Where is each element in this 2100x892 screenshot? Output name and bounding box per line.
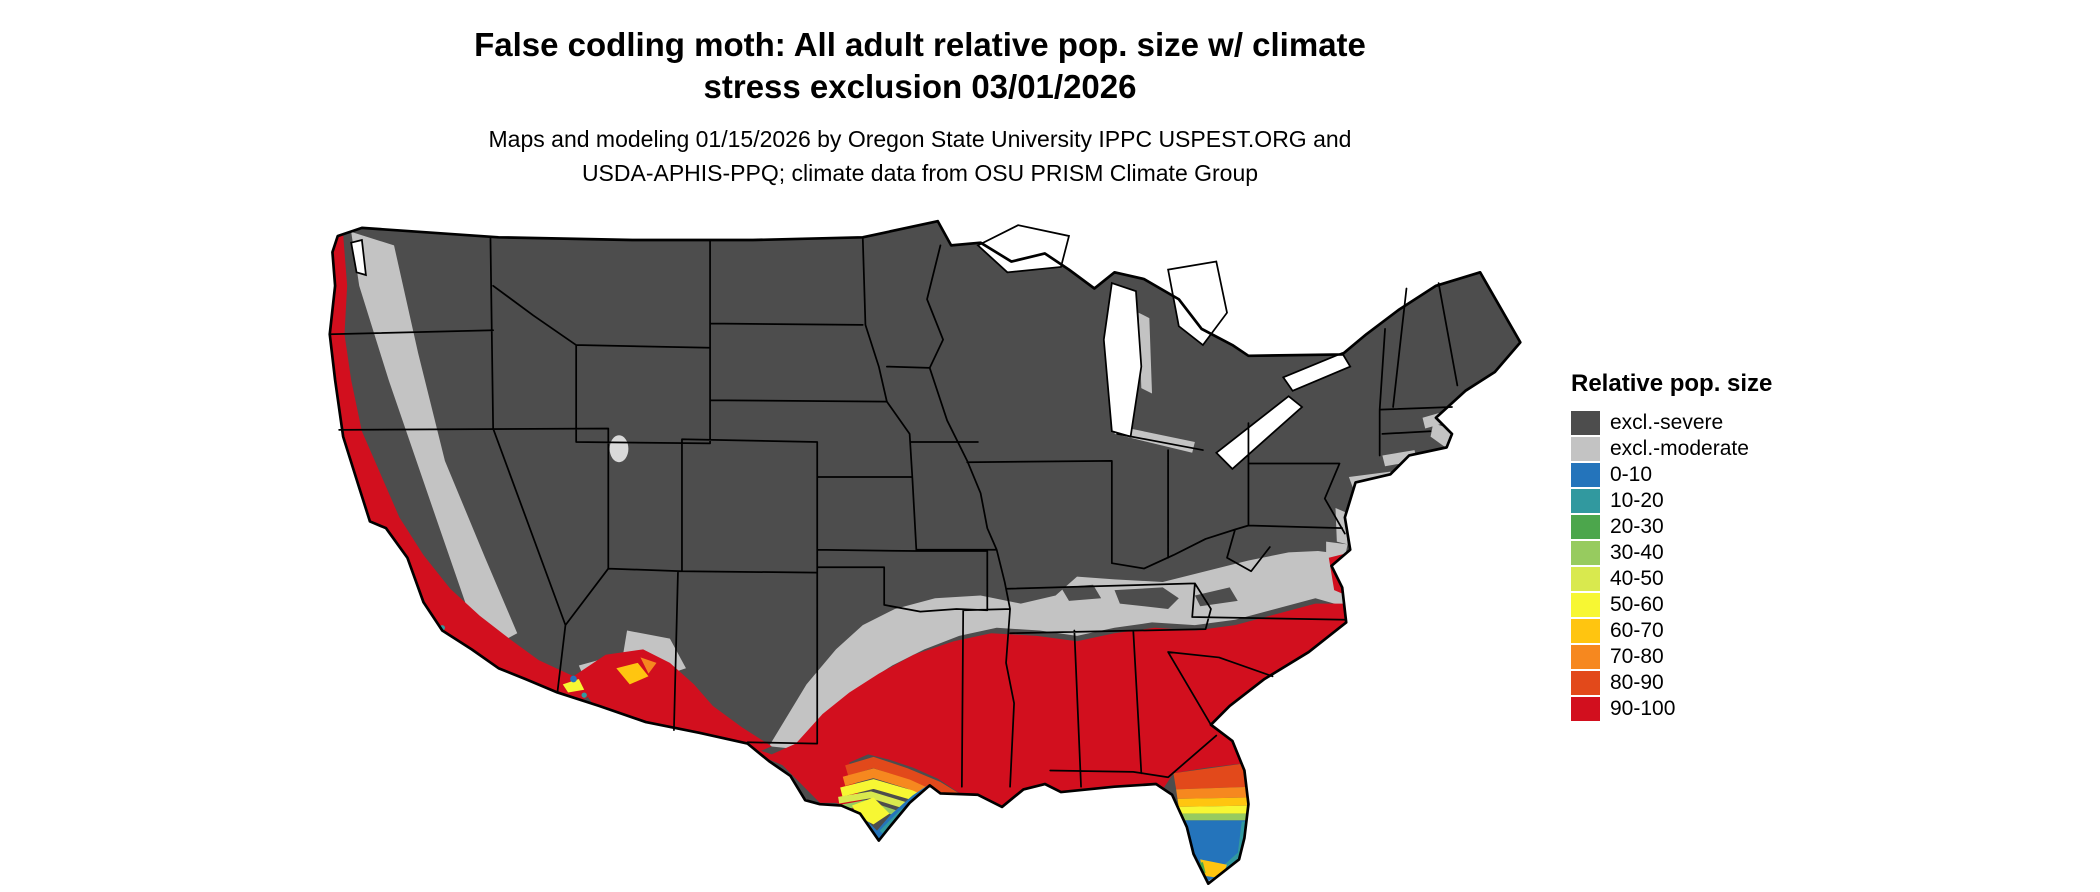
legend-swatch: [1571, 567, 1600, 591]
legend-label: 0-10: [1610, 463, 1653, 486]
map-title: False codling moth: All adult relative p…: [0, 24, 1840, 108]
legend-item: 30-40: [1571, 540, 1772, 566]
map-region-70-80-fl: [1176, 786, 1253, 799]
great-salt-lake-icon: [609, 435, 629, 463]
map-region-excl-severe: [329, 221, 1521, 884]
title-line-1: False codling moth: All adult relative p…: [474, 26, 1366, 63]
state-borders: [328, 236, 1459, 788]
map-region-50-60-fl: [1178, 805, 1253, 814]
map-region-excl-moderate-west: [351, 231, 518, 653]
legend-swatch: [1571, 515, 1600, 539]
legend-title: Relative pop. size: [1571, 370, 1773, 397]
legend-label: 20-30: [1610, 515, 1664, 538]
subtitle-line-2: USDA-APHIS-PPQ; climate data from OSU PR…: [581, 160, 1259, 186]
lake-superior-icon: [976, 224, 1071, 274]
legend-swatch: [1571, 697, 1600, 721]
legend-item: 10-20: [1571, 488, 1772, 514]
legend-swatch: [1571, 671, 1600, 695]
map-region-60-70-az: [616, 662, 649, 685]
legend-swatch: [1571, 619, 1600, 643]
map-region-50-60-yuma: [562, 678, 585, 693]
map-region-10-20-cacoast: [361, 522, 368, 529]
legend-swatch: [1571, 411, 1600, 435]
legend-item: 90-100: [1571, 696, 1772, 722]
legend-item: 40-50: [1571, 566, 1772, 592]
legend-swatch: [1571, 541, 1600, 565]
legend-label: 40-50: [1610, 567, 1664, 590]
lake-ontario-icon: [1281, 352, 1352, 392]
map-region-70-80-az: [640, 657, 657, 674]
legend-item: 70-80: [1571, 644, 1772, 670]
map-region-10-20-az: [581, 692, 587, 698]
title-line-2: stress exclusion 03/01/2026: [703, 68, 1137, 105]
legend-item: 80-90: [1571, 670, 1772, 696]
legend-label: excl.-moderate: [1610, 437, 1749, 460]
subtitle-line-1: Maps and modeling 01/15/2026 by Oregon S…: [488, 126, 1352, 152]
legend-item: 60-70: [1571, 618, 1772, 644]
legend-label: 80-90: [1610, 671, 1664, 694]
map-region-80-90-txcoast: [845, 756, 968, 808]
legend-label: 10-20: [1610, 489, 1664, 512]
legend-label: 60-70: [1610, 619, 1664, 642]
legend-swatch: [1571, 489, 1600, 513]
legend: Relative pop. size excl.-severe excl.-mo…: [1571, 370, 1772, 722]
legend-item: excl.-severe: [1571, 410, 1772, 436]
legend-label: 50-60: [1610, 593, 1664, 616]
legend-item: 20-30: [1571, 514, 1772, 540]
legend-swatch: [1571, 593, 1600, 617]
legend-label: 30-40: [1610, 541, 1664, 564]
map-region-30-40-fl: [1181, 813, 1252, 821]
legend-swatch: [1571, 645, 1600, 669]
map-region-60-70-fl: [1177, 797, 1253, 807]
map-region-0-10-az: [570, 675, 577, 683]
legend-swatch: [1571, 437, 1600, 461]
lake-huron-icon: [1167, 260, 1228, 347]
map-subtitle: Maps and modeling 01/15/2026 by Oregon S…: [0, 122, 1840, 190]
lake-erie-icon: [1214, 395, 1304, 471]
us-map: [311, 205, 1527, 885]
legend-item: 0-10: [1571, 462, 1772, 488]
legend-item: excl.-moderate: [1571, 436, 1772, 462]
legend-swatch: [1571, 463, 1600, 487]
legend-label: 90-100: [1610, 697, 1676, 720]
map-region-80-90-fl: [1173, 762, 1253, 790]
legend-label: 70-80: [1610, 645, 1664, 668]
us-outline: [328, 219, 1522, 885]
map-region-0-10-delta: [1002, 810, 1010, 817]
puget-sound-icon: [350, 238, 367, 277]
map-region-severe-band-patches: [1060, 584, 1238, 609]
us-map-svg: [328, 219, 1522, 885]
legend-label: excl.-severe: [1610, 411, 1724, 434]
legend-item: 50-60: [1571, 592, 1772, 618]
